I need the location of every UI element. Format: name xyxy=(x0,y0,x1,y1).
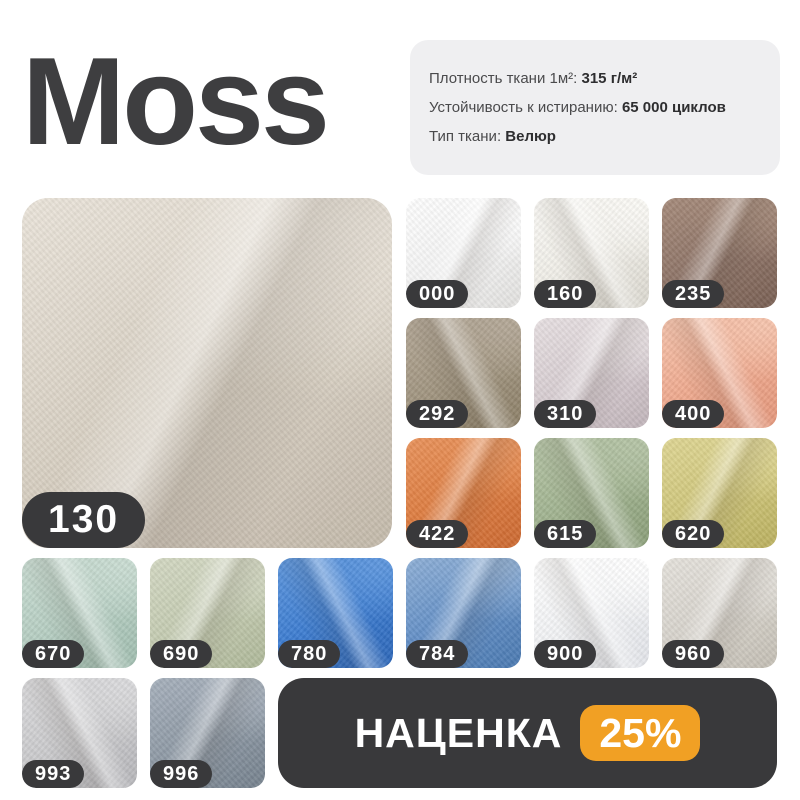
spec-density-value: 315 г/м² xyxy=(581,69,638,87)
promo-banner: НАЦЕНКА 25% xyxy=(278,678,777,788)
swatch-code-badge: 292 xyxy=(406,400,469,428)
promo-percent-badge: 25% xyxy=(580,705,701,761)
promo-label: НАЦЕНКА xyxy=(354,709,563,756)
spec-abrasion: Устойчивость к истиранию: 65 000 циклов xyxy=(429,99,766,116)
swatch-code-badge: 690 xyxy=(150,640,213,668)
swatch-code-badge: 993 xyxy=(22,760,85,788)
spec-density-label: Плотность ткани 1м²: xyxy=(429,69,578,87)
swatch-code-badge: 160 xyxy=(534,280,597,308)
swatch-code-badge: 235 xyxy=(662,280,725,308)
swatch-tile-784[interactable]: 784 xyxy=(406,558,521,668)
swatch-tile-996[interactable]: 996 xyxy=(150,678,265,788)
swatch-code-badge: 996 xyxy=(150,760,213,788)
swatch-code-badge: 780 xyxy=(278,640,341,668)
page-title: Moss xyxy=(22,33,330,171)
spec-type: Тип ткани: Велюр xyxy=(429,128,766,145)
swatch-tile-400[interactable]: 400 xyxy=(662,318,777,428)
swatch-tile-310[interactable]: 310 xyxy=(534,318,649,428)
spec-type-value: Велюр xyxy=(505,128,556,146)
swatch-tile-160[interactable]: 160 xyxy=(534,198,649,308)
swatch-tile-292[interactable]: 292 xyxy=(406,318,521,428)
swatch-code-badge: 900 xyxy=(534,640,597,668)
swatch-tile-993[interactable]: 993 xyxy=(22,678,137,788)
main-swatch-photo: 130 xyxy=(22,198,392,548)
main-swatch-code-badge: 130 xyxy=(22,492,146,548)
fabric-specs-card: Плотность ткани 1м²: 315 г/м² Устойчивос… xyxy=(410,40,780,175)
spec-abrasion-label: Устойчивость к истиранию: xyxy=(429,98,618,116)
swatch-tile-690[interactable]: 690 xyxy=(150,558,265,668)
swatch-tile-900[interactable]: 900 xyxy=(534,558,649,668)
spec-type-label: Тип ткани: xyxy=(429,128,502,146)
swatch-code-badge: 000 xyxy=(406,280,469,308)
swatch-code-badge: 615 xyxy=(534,520,597,548)
swatch-tile-000[interactable]: 000 xyxy=(406,198,521,308)
swatch-code-badge: 784 xyxy=(406,640,469,668)
spec-abrasion-value: 65 000 циклов xyxy=(621,98,726,116)
swatch-tile-780[interactable]: 780 xyxy=(278,558,393,668)
swatch-code-badge: 620 xyxy=(662,520,725,548)
swatch-tile-620[interactable]: 620 xyxy=(662,438,777,548)
swatch-tile-670[interactable]: 670 xyxy=(22,558,137,668)
swatch-tile-235[interactable]: 235 xyxy=(662,198,777,308)
spec-density: Плотность ткани 1м²: 315 г/м² xyxy=(429,70,766,87)
swatch-code-badge: 422 xyxy=(406,520,469,548)
swatch-code-badge: 670 xyxy=(22,640,85,668)
swatch-tile-615[interactable]: 615 xyxy=(534,438,649,548)
swatch-tile-422[interactable]: 422 xyxy=(406,438,521,548)
swatch-tile-960[interactable]: 960 xyxy=(662,558,777,668)
swatch-code-badge: 960 xyxy=(662,640,725,668)
swatch-code-badge: 310 xyxy=(534,400,597,428)
swatch-code-badge: 400 xyxy=(662,400,725,428)
